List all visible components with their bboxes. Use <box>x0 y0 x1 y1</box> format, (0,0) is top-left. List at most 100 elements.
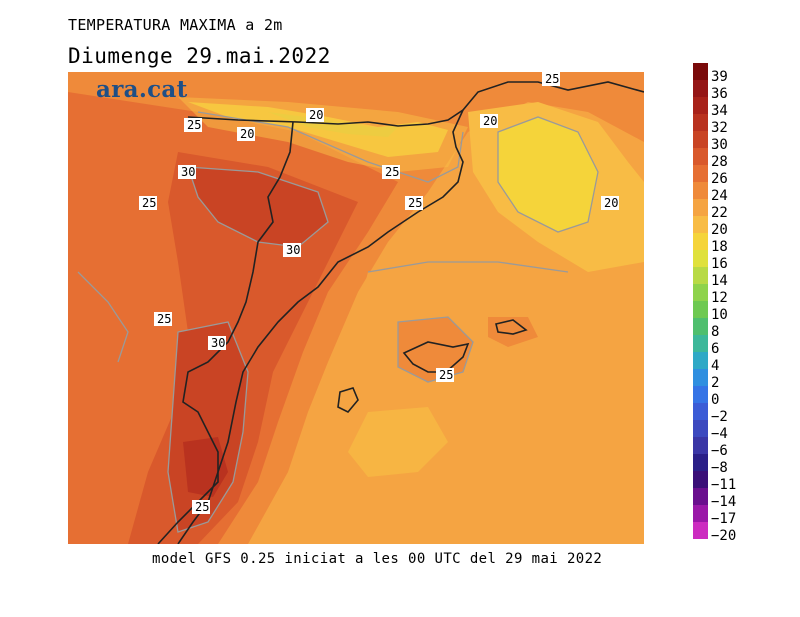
contour-label: 30 <box>178 165 196 179</box>
colorbar-swatch <box>693 165 708 182</box>
colorbar-label: 2 <box>711 375 720 391</box>
colorbar-label: −6 <box>711 443 728 459</box>
colorbar-label: 0 <box>711 392 720 408</box>
colorbar-swatch <box>693 148 708 165</box>
colorbar-swatch <box>693 216 708 233</box>
svg-text:25: 25 <box>157 312 171 326</box>
colorbar-swatch <box>693 199 708 216</box>
contour-label: 30 <box>283 243 301 257</box>
colorbar-label: −4 <box>711 426 728 442</box>
colorbar-swatch <box>693 114 708 131</box>
colorbar-label: 4 <box>711 358 720 374</box>
colorbar-label: 14 <box>711 273 728 289</box>
colorbar-swatch <box>693 182 708 199</box>
colorbar-swatch <box>693 301 708 318</box>
svg-text:20: 20 <box>240 127 254 141</box>
colorbar-swatch <box>693 386 708 403</box>
field-32-34 <box>183 437 228 497</box>
contour-label: 20 <box>237 127 255 141</box>
svg-text:25: 25 <box>408 196 422 210</box>
colorbar-swatch <box>693 267 708 284</box>
svg-text:20: 20 <box>309 108 323 122</box>
contour-label: 25 <box>139 196 157 210</box>
contour-label: 20 <box>306 108 324 122</box>
colorbar-label: 34 <box>711 103 728 119</box>
field-30-32 <box>188 167 328 247</box>
colorbar-swatch <box>693 471 708 488</box>
colorbar-label: 6 <box>711 341 720 357</box>
coastline-borders <box>157 81 644 544</box>
colorbar-label: −11 <box>711 477 737 493</box>
contour-label: 25 <box>184 118 202 132</box>
colorbar-label: 18 <box>711 239 728 255</box>
colorbar-label: −8 <box>711 460 728 476</box>
colorbar-swatch <box>693 488 708 505</box>
svg-text:25: 25 <box>142 196 156 210</box>
colorbar-swatch <box>693 97 708 114</box>
contour-label: 25 <box>405 196 423 210</box>
svg-text:30: 30 <box>286 243 300 257</box>
colorbar-swatch <box>693 131 708 148</box>
colorbar-label: 36 <box>711 86 728 102</box>
colorbar-label: −14 <box>711 494 737 510</box>
svg-text:20: 20 <box>604 196 618 210</box>
svg-text:25: 25 <box>545 72 559 86</box>
contour-label: 25 <box>192 500 210 514</box>
colorbar-label: −20 <box>711 528 737 544</box>
colorbar-swatch <box>693 505 708 522</box>
colorbar-swatch <box>693 454 708 471</box>
contour-label: 20 <box>601 196 619 210</box>
colorbar-label: 22 <box>711 205 728 221</box>
field-20-22 <box>178 97 468 172</box>
colorbar-swatch <box>693 522 708 539</box>
svg-text:25: 25 <box>195 500 209 514</box>
contour-label: 25 <box>436 368 454 382</box>
svg-text:20: 20 <box>483 114 497 128</box>
svg-text:25: 25 <box>385 165 399 179</box>
field-24-26 <box>488 317 538 347</box>
colorbar-swatch <box>693 63 708 80</box>
colorbar-swatch <box>693 250 708 267</box>
contour-label: 20 <box>480 114 498 128</box>
colorbar-label: 20 <box>711 222 728 238</box>
model-caption: model GFS 0.25 iniciat a les 00 UTC del … <box>152 551 603 567</box>
colorbar-label: 8 <box>711 324 720 340</box>
colorbar-label: 30 <box>711 137 728 153</box>
svg-text:25: 25 <box>439 368 453 382</box>
map-title: TEMPERATURA MAXIMA a 2m <box>68 16 283 34</box>
colorbar-label: −2 <box>711 409 728 425</box>
field-20-22 <box>348 407 448 477</box>
colorbar-label: 26 <box>711 171 728 187</box>
colorbar-label: 16 <box>711 256 728 272</box>
colorbar-label: 12 <box>711 290 728 306</box>
contour-labels: 25 20 20 20 25 30 25 25 25 30 20 25 30 2… <box>139 72 619 514</box>
ara-cat-logo: ara.cat <box>96 76 188 103</box>
colorbar-label: 39 <box>711 69 728 85</box>
colorbar <box>693 63 708 539</box>
colorbar-swatch <box>693 318 708 335</box>
contour-label: 25 <box>542 72 560 86</box>
svg-text:30: 30 <box>181 165 195 179</box>
colorbar-swatch <box>693 284 708 301</box>
colorbar-swatch <box>693 80 708 97</box>
colorbar-swatch <box>693 420 708 437</box>
map-date: Diumenge 29.mai.2022 <box>68 44 331 68</box>
colorbar-label: 24 <box>711 188 728 204</box>
colorbar-label: 32 <box>711 120 728 136</box>
field-18-20 <box>498 117 598 232</box>
temperature-map: 25 20 20 20 25 30 25 25 25 30 20 25 30 2… <box>68 72 644 544</box>
colorbar-label: 10 <box>711 307 728 323</box>
colorbar-swatch <box>693 335 708 352</box>
colorbar-swatch <box>693 369 708 386</box>
colorbar-swatch <box>693 233 708 250</box>
colorbar-swatch <box>693 352 708 369</box>
svg-text:30: 30 <box>211 336 225 350</box>
colorbar-label: 28 <box>711 154 728 170</box>
contour-label: 30 <box>208 336 226 350</box>
contour-label: 25 <box>382 165 400 179</box>
colorbar-swatch <box>693 437 708 454</box>
colorbar-label: −17 <box>711 511 737 527</box>
colorbar-swatch <box>693 403 708 420</box>
contour-label: 25 <box>154 312 172 326</box>
svg-text:25: 25 <box>187 118 201 132</box>
